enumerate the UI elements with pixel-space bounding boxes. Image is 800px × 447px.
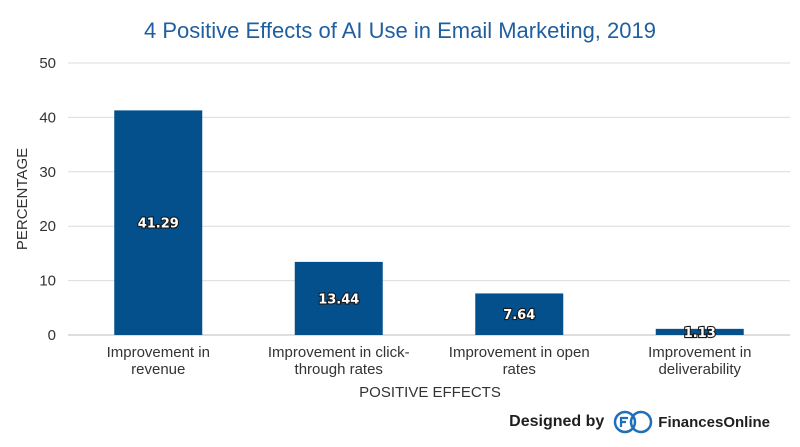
financesonline-logo-icon (614, 410, 653, 434)
x-tick-label: Improvement in open rates (449, 344, 590, 378)
data-labels: 41.29 13.44 7.64 1.13 (137, 216, 717, 342)
y-axis-label: PERCENTAGE (14, 148, 31, 250)
x-axis-ticks: Improvement in revenue Improvement in clic… (107, 344, 752, 378)
bar (655, 328, 744, 335)
x-tick-label: Improvement in deliverability (648, 344, 751, 378)
bar (294, 261, 383, 335)
y-tick-label: 10 (39, 273, 56, 290)
data-label: 7.64 (503, 308, 535, 323)
bars (114, 110, 744, 335)
data-label: 1.13 (684, 326, 716, 341)
chart-title: 4 Positive Effects of AI Use in Email Ma… (144, 18, 656, 43)
x-tick-label: Improvement in click-through rates (268, 344, 410, 378)
bar (475, 293, 564, 335)
y-tick-label: 30 (39, 164, 56, 181)
bar (114, 110, 203, 335)
y-axis-ticks: 0 10 20 30 40 50 (39, 55, 56, 344)
y-tick-label: 40 (39, 109, 56, 126)
brand-name: FinancesOnline (658, 413, 770, 431)
y-tick-label: 20 (39, 218, 56, 235)
x-axis-label: POSITIVE EFFECTS (359, 384, 501, 401)
x-tick-label: Improvement in revenue (107, 344, 210, 378)
y-tick-label: 50 (39, 55, 56, 72)
y-tick-label: 0 (48, 327, 56, 344)
data-label: 41.29 (138, 217, 179, 232)
designed-by-text: Designed by (509, 413, 605, 430)
footer: Designed by FinancesOnline (509, 409, 770, 435)
data-label: 13.44 (318, 292, 359, 307)
